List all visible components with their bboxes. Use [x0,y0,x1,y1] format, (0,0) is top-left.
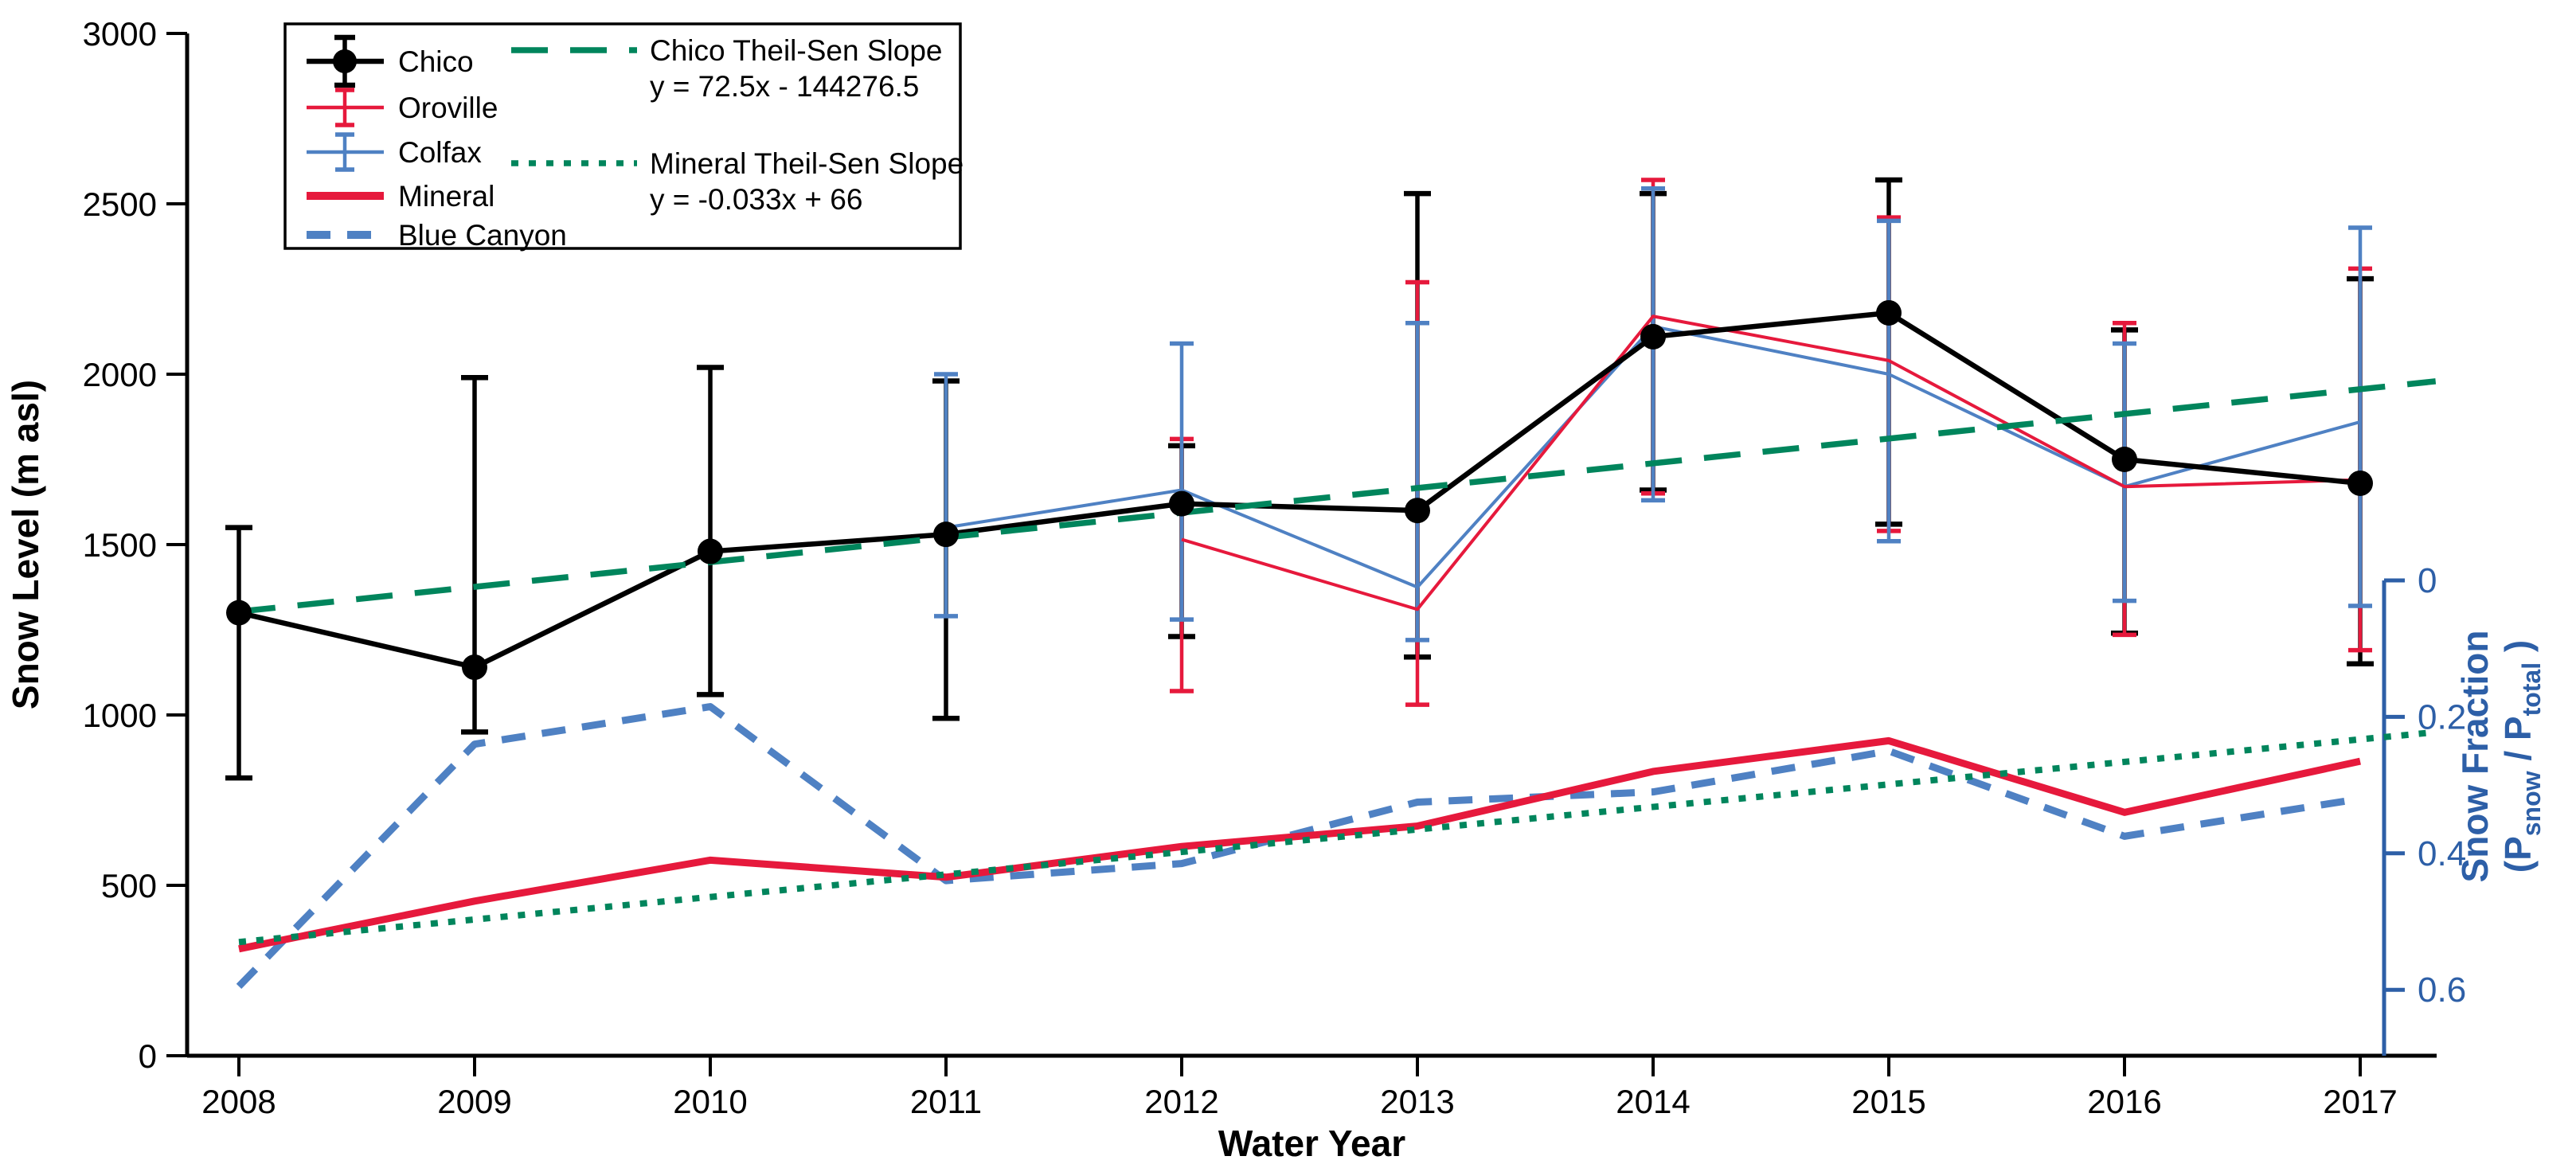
svg-text:0.4: 0.4 [2418,834,2466,873]
data-point-marker [933,521,959,548]
legend-label: Colfax [398,136,482,169]
series-line-oroville [1181,314,2361,611]
series-markers-chico [226,299,2373,681]
legend-equation: y = 72.5x - 144276.5 [650,70,919,103]
svg-text:2016: 2016 [2087,1083,2161,1120]
data-point-marker [1640,323,1666,350]
trend-line-chico-theil-sen [238,378,2437,615]
legend-label: Oroville [398,92,498,124]
legend-equation: y = -0.033x + 66 [650,183,862,216]
svg-text:2010: 2010 [673,1083,747,1120]
svg-text:2014: 2014 [1616,1083,1690,1120]
data-point-marker [1169,490,1194,517]
svg-text:2015: 2015 [1851,1083,1925,1120]
svg-text:3000: 3000 [83,15,157,53]
y-left-title: Snow Level (m asl) [5,380,46,709]
x-axis-ticks: 2008 2009 2010 2011 2012 2013 2014 2015 2016 2017 [201,1056,2398,1120]
y-left-ticks: 0 500 1000 1500 2000 2500 3000 [83,15,187,1075]
series-line-mineral [238,736,2361,953]
y-right-title-line1: Snow Fraction [2454,631,2496,883]
trend-line-mineral-theil-sen [238,728,2437,946]
svg-text:0: 0 [139,1037,157,1075]
data-point-marker [1405,498,1430,524]
svg-text:2000: 2000 [83,356,157,393]
data-point-marker [226,600,252,626]
error-bars-colfax [934,186,2372,643]
error-bars-chico [225,177,2374,781]
legend-box [283,22,962,250]
svg-text:1500: 1500 [83,526,157,564]
legend-label: Blue Canyon [398,219,567,252]
legend-item: Oroville [307,88,498,127]
svg-text:0.2: 0.2 [2418,697,2466,736]
legend-item: Mineral [307,180,494,213]
svg-text:0: 0 [2418,561,2437,600]
svg-text:0.6: 0.6 [2418,971,2466,1010]
legend: Chico Oroville Colfax Mineral Blue Canyon Chi… [283,22,964,252]
error-bars-oroville [1170,178,2372,707]
svg-text:2011: 2011 [910,1083,982,1120]
legend-marker-icon [333,49,357,73]
svg-text:2008: 2008 [201,1083,276,1120]
legend-label: Mineral [398,180,494,213]
legend-item: Chico [307,34,474,88]
legend-item: Colfax [307,132,482,172]
data-point-marker [462,654,487,681]
legend-label: Chico [398,45,474,78]
data-point-marker [2112,447,2137,472]
y-right-title-line2: (Psnow / Ptotal ) [2497,640,2546,873]
axes: 2008 2009 2010 2011 2012 2013 2014 2015 2016 2017… [5,15,2546,1164]
data-point-marker [2347,470,2373,496]
svg-text:2012: 2012 [1144,1083,1218,1120]
legend-label: Chico Theil-Sen Slope [650,34,942,67]
svg-text:500: 500 [101,867,157,904]
x-axis-title: Water Year [1218,1123,1405,1164]
series-line-chico [238,310,2361,670]
svg-text:1000: 1000 [83,697,157,734]
data-point-marker [1876,299,1902,326]
legend-label: Mineral Theil-Sen Slope [650,147,964,180]
svg-text:2013: 2013 [1380,1083,1454,1120]
data-point-marker [698,538,723,564]
svg-text:2017: 2017 [2323,1083,2397,1120]
legend-item: Blue Canyon [307,219,567,252]
svg-text:2500: 2500 [83,186,157,223]
svg-text:2009: 2009 [437,1083,511,1120]
y-right-axis: 0 0.2 0.4 0.6 Snow Fraction (Psnow / Ptotal ) [2382,561,2546,1056]
series-line-blue-canyon [236,703,2361,990]
